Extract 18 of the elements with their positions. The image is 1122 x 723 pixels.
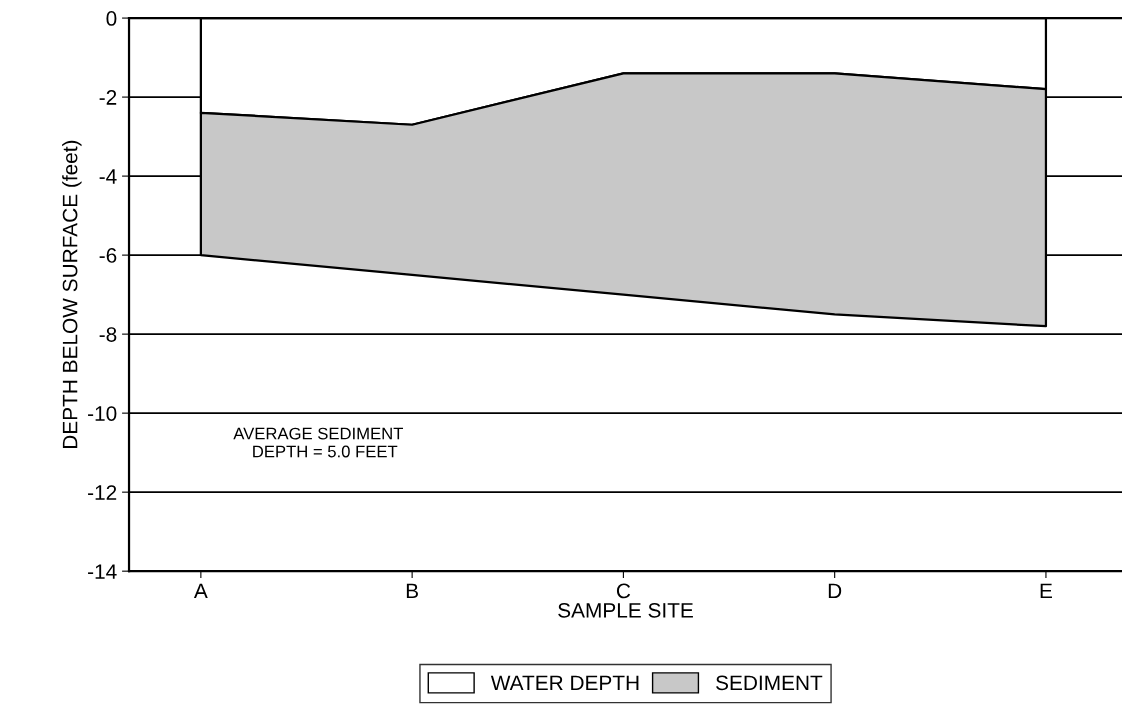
- y-axis-title: DEPTH BELOW SURFACE (feet): [62, 140, 82, 449]
- x-tick-label: D: [828, 583, 842, 599]
- y-tick-label: -2: [99, 90, 117, 105]
- y-tick-label: -4: [99, 169, 117, 184]
- legend-label: SEDIMENT: [716, 675, 823, 691]
- y-tick-label: -8: [99, 327, 117, 342]
- y-tick-label: -6: [99, 248, 117, 263]
- y-tick-label: -14: [88, 564, 117, 579]
- x-tick-label: A: [193, 583, 208, 599]
- legend-label: WATER DEPTH: [490, 675, 639, 690]
- x-tick-label: C: [616, 583, 631, 599]
- y-tick-label: 0: [106, 11, 117, 26]
- x-tick-label: E: [1040, 583, 1052, 599]
- x-tick-label: B: [406, 583, 418, 599]
- y-tick-label: -12: [88, 485, 117, 500]
- x-axis-title: SAMPLE SITE: [558, 602, 693, 618]
- annotation: AVERAGE SEDIMENT DEPTH = 5.0 FEET: [233, 427, 404, 458]
- y-tick-label: -10: [88, 406, 117, 421]
